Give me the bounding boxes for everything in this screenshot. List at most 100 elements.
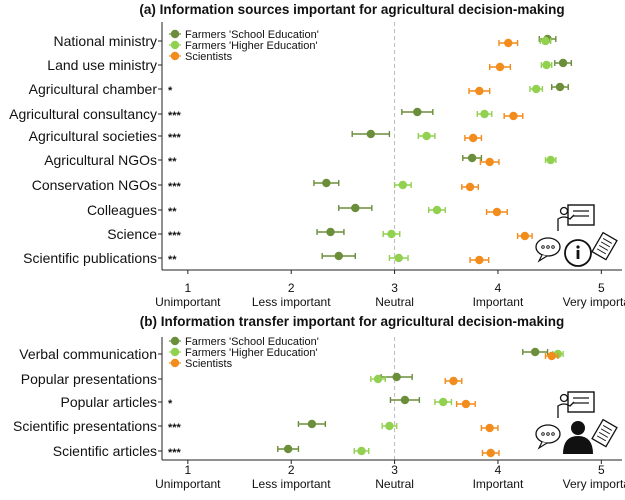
significance-marker: ** [168,254,177,266]
data-point-scientists [486,448,495,458]
data-point-higher [480,109,489,119]
bubble-tail [537,441,548,450]
bubble-tail [537,254,548,263]
data-point-scientists [509,111,518,121]
data-point-school [467,153,477,163]
x-tick-number: 3 [391,463,398,477]
board-frame [567,204,595,226]
speech-bubble-icon [535,237,561,263]
document-icon [591,418,618,448]
document-line [602,238,613,244]
data-point-higher [394,253,403,263]
person-silhouette-icon [563,421,593,454]
bubble-shape [535,424,561,444]
x-tick-number: 1 [184,281,191,295]
x-tick-number: 4 [495,281,502,295]
x-tick-number: 2 [288,463,295,477]
document-line [596,248,607,255]
x-tick-label: Important [473,295,524,309]
data-point-higher [438,397,448,407]
data-point-scientists [485,423,494,433]
legend-label-scientists: Scientists [185,358,233,370]
x-tick-label: Less important [252,477,331,491]
illustration-icons [535,391,618,454]
data-point-higher [398,180,408,190]
legend-label-scientists: Scientists [185,51,233,63]
bubble-dot [546,432,550,436]
category-label: Agricultural chamber [29,81,158,97]
document-line [602,425,613,431]
x-tick-number: 5 [598,463,605,477]
significance-marker: *** [168,422,182,434]
data-point-school [555,82,565,92]
data-point-school [351,203,360,213]
data-point-higher [546,155,555,165]
data-point-school [322,178,331,188]
legend-label-school: Farmers 'School Education' [185,29,319,41]
data-point-higher [357,446,366,456]
bubble-dot [541,432,545,436]
x-tick-number: 4 [495,463,502,477]
bubble-dot [551,432,555,436]
data-point-scientists [492,207,502,217]
illustration-icons [535,204,618,267]
document-sheet [591,418,618,448]
silhouette-head [571,421,585,435]
person-head [559,393,569,403]
significance-marker: *** [168,230,182,242]
person-body [557,401,575,418]
data-point-higher [542,60,551,70]
category-label: Popular presentations [21,371,157,387]
data-point-higher [432,205,442,215]
data-point-higher [387,229,396,239]
data-point-scientists [520,231,530,241]
data-point-school [334,251,343,261]
data-point-school [307,419,317,429]
board-frame [567,391,595,413]
category-label: Land use ministry [47,57,157,73]
panel-b-title: (b) Information transfer important for a… [140,314,565,329]
data-point-school [392,372,401,382]
document-icon [591,231,618,261]
data-point-scientists [461,399,471,409]
category-label: Agricultural consultancy [9,106,157,122]
significance-marker: *** [168,181,182,193]
data-point-scientists [465,182,475,192]
document-line [596,435,607,442]
x-tick-label: Very important [563,295,625,309]
x-tick-label: Important [473,477,524,491]
significance-marker: *** [168,447,182,459]
category-label: Popular articles [61,394,158,410]
significance-marker: *** [168,110,182,122]
significance-marker: ** [168,156,177,168]
document-line [598,431,609,438]
data-point-scientists [504,38,513,48]
category-label: Scientific articles [53,443,157,459]
category-label: National ministry [54,33,157,49]
data-point-scientists [468,133,478,143]
panel-a-title: (a) Information sources important for ag… [139,2,564,17]
bubble-dot [551,245,555,249]
info-stem [576,250,580,259]
x-tick-label: Neutral [375,477,414,491]
category-label: Scientific presentations [13,418,157,434]
data-point-higher [385,421,394,431]
info-icon [564,239,592,267]
x-tick-label: Less important [252,295,331,309]
significance-marker: *** [168,132,182,144]
x-tick-label: Neutral [375,295,414,309]
person-at-board-icon [557,391,595,418]
info-dot [576,245,580,249]
x-tick-label: Unimportant [155,477,221,491]
significance-marker: ** [168,206,177,218]
data-point-school [366,129,376,139]
person-at-board-icon [557,204,595,231]
category-label: Science [107,226,157,242]
data-point-scientists [547,351,556,361]
data-point-school [530,347,540,357]
x-tick-number: 5 [598,281,605,295]
